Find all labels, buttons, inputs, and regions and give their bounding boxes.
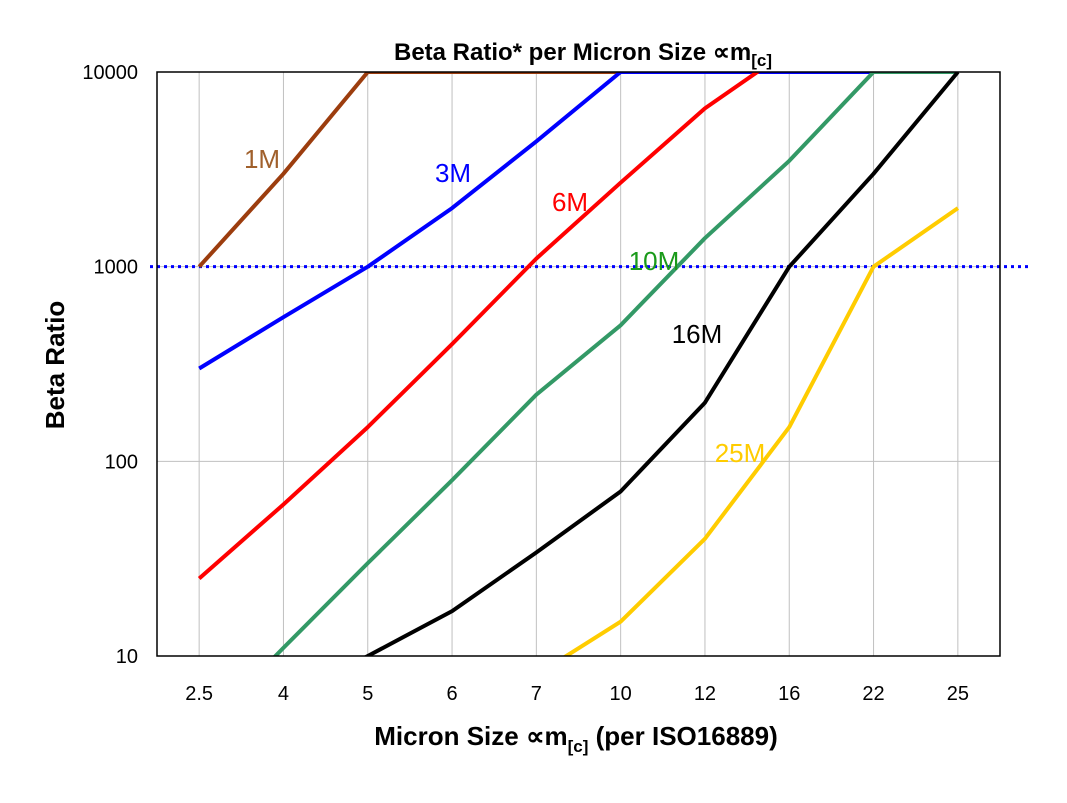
y-tick-labels: 10 100 1000 10000 — [82, 62, 138, 668]
plot-frame — [156, 71, 1001, 657]
x-tick-labels: 2.5 4 5 6 7 10 12 16 22 25 — [185, 683, 969, 705]
series-line-16M — [363, 72, 960, 656]
x-tick-label: 10 — [610, 683, 632, 705]
series-label-6M: 6M — [552, 187, 588, 217]
x-tick-label: 12 — [694, 683, 716, 705]
x-axis-label: Micron Size ∝m[c] (per ISO16889) — [374, 721, 777, 756]
x-tick-label: 5 — [362, 683, 373, 705]
series-line-10M — [272, 72, 958, 656]
y-tick-label: 10000 — [82, 62, 138, 84]
x-tick-label: 2.5 — [185, 683, 213, 705]
series-line-3M — [198, 72, 958, 371]
y-tick-label: 1000 — [94, 257, 139, 279]
series-labels: 1M 3M 6M 10M 16M 25M — [244, 144, 765, 468]
series-line-25M — [562, 206, 960, 656]
series-label-3M: 3M — [435, 158, 471, 188]
chart-title: Beta Ratio* per Micron Size ∝m[c] — [394, 39, 772, 70]
y-tick-label: 100 — [105, 451, 138, 473]
y-axis-label: Beta Ratio — [40, 301, 70, 430]
x-tick-label: 4 — [278, 683, 289, 705]
x-tick-label: 6 — [446, 683, 457, 705]
series-label-16M: 16M — [672, 319, 723, 349]
series-label-25M: 25M — [715, 438, 766, 468]
y-tick-label: 10 — [116, 646, 138, 668]
series-label-1M: 1M — [244, 144, 280, 174]
x-tick-label: 16 — [778, 683, 800, 705]
series-line-6M — [197, 72, 761, 581]
series-lines — [197, 72, 960, 656]
x-tick-label: 25 — [947, 683, 969, 705]
x-tick-label: 22 — [862, 683, 884, 705]
series-line-1M — [197, 72, 958, 269]
x-tick-label: 7 — [531, 683, 542, 705]
series-label-10M: 10M — [629, 246, 680, 276]
